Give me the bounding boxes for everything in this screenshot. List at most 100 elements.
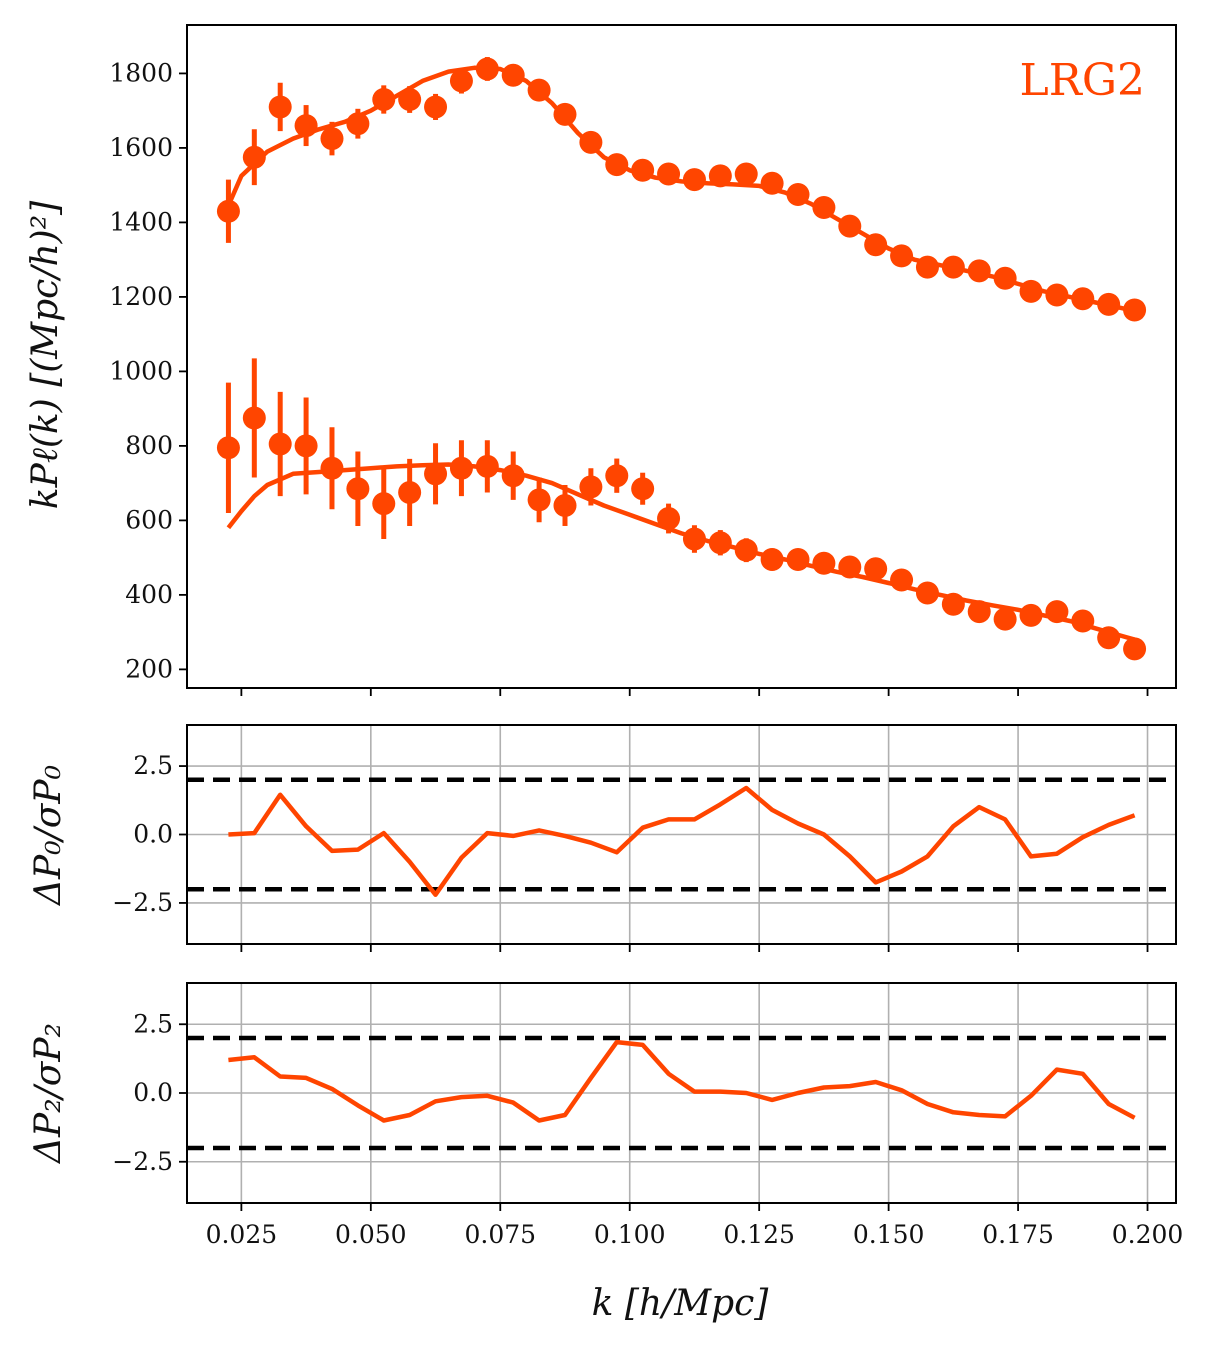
monopole-data-point: [941, 255, 965, 279]
monopole-data-point: [579, 130, 603, 154]
power-spectrum-plot-area: 200 400 600 800 1000 1200 1400 1600 1800: [109, 24, 1177, 696]
monopole-data-point: [631, 158, 655, 182]
monopole-residuals-line: [228, 785, 1136, 897]
monopole-data-point: [475, 57, 499, 81]
quadrupole-residuals-panel: 0.025 0.050 0.075 0.100 0.125 0.150 0.175 0.200…: [28, 982, 1184, 1324]
power-spectrum-y-tick-label: 1000: [109, 356, 173, 385]
quadrupole-data-point: [268, 432, 292, 456]
quadrupole-data-point: [838, 555, 862, 579]
monopole-data-point: [734, 162, 758, 186]
quadrupole-data-point: [501, 464, 525, 488]
quadrupole-residuals-y-tick-label: −2.5: [112, 1147, 173, 1176]
quadrupole-residuals-frame: [186, 982, 1177, 1204]
power-spectrum-y-tick-label: 1600: [109, 133, 173, 162]
quadrupole-residuals-x-tick-label: 0.150: [853, 1220, 925, 1249]
power-spectrum-y-tick-label: 1200: [109, 282, 173, 311]
quadrupole-data-point: [786, 547, 810, 571]
quadrupole-data-point: [242, 406, 266, 430]
quadrupole-data-point: [320, 456, 344, 480]
quadrupole-data-point: [864, 557, 888, 581]
quadrupole-residuals-x-tick-label: 0.125: [723, 1220, 795, 1249]
quadrupole-data-point: [1097, 626, 1121, 650]
monopole-data-point: [657, 162, 681, 186]
monopole-data-point: [890, 244, 914, 268]
monopole-data-point: [372, 87, 396, 111]
power-spectrum-y-tick-label: 1400: [109, 207, 173, 236]
monopole-model-line: [226, 65, 1136, 314]
quadrupole-residuals-x-tick-label: 0.200: [1112, 1220, 1184, 1249]
quadrupole-residuals-plot-area: 0.025 0.050 0.075 0.100 0.125 0.150 0.175 0.200…: [112, 982, 1184, 1249]
quadrupole-residuals-y-tick-label: 0.0: [133, 1078, 173, 1107]
quadrupole-data-point: [475, 454, 499, 478]
quadrupole-data-point: [1071, 609, 1095, 633]
quadrupole-data-point: [890, 568, 914, 592]
monopole-data-point: [1123, 298, 1147, 322]
quadrupole-data-point: [760, 547, 784, 571]
quadrupole-data-point: [1019, 603, 1043, 627]
quadrupole-data-point: [941, 592, 965, 616]
monopole-data-point: [242, 145, 266, 169]
monopole-residuals-y-tick-label: 2.5: [133, 751, 173, 780]
monopole-data-point: [268, 95, 292, 119]
quadrupole-data-point: [372, 492, 396, 516]
monopole-data-point: [864, 233, 888, 257]
monopole-data-point: [398, 87, 422, 111]
monopole-data-point: [967, 259, 991, 283]
power-spectrum-y-tick-label: 1800: [109, 58, 173, 87]
x-axis-title: k [h/Mpc]: [592, 1283, 770, 1324]
monopole-data-point: [320, 127, 344, 151]
monopole-residuals-panel: −2.5 0.0 2.5 ΔP₀/σP₀: [28, 724, 1177, 952]
monopole-data-point: [501, 63, 525, 87]
quadrupole-data-point: [812, 551, 836, 575]
monopole-data-point: [346, 112, 370, 136]
quadrupole-data-point: [1045, 600, 1069, 624]
quadrupole-data-point: [579, 475, 603, 499]
quadrupole-data-point: [915, 581, 939, 605]
power-spectrum-y-tick-label: 200: [125, 654, 173, 683]
quadrupole-data-point: [553, 493, 577, 517]
quadrupole-residuals-line: [228, 1039, 1136, 1123]
monopole-data-point: [553, 102, 577, 126]
quadrupole-residuals-x-tick-label: 0.100: [594, 1220, 666, 1249]
monopole-residuals-y-tick-label: 0.0: [133, 820, 173, 849]
power-spectrum-panel: 200 400 600 800 1000 1200 1400 1600 1800 LRG2 kP…: [25, 24, 1177, 696]
y-axis-title-monopole-residuals: ΔP₀/σP₀: [28, 765, 69, 907]
quadrupole-data-point: [294, 434, 318, 458]
quadrupole-data-point: [527, 488, 551, 512]
quadrupole-data-point: [631, 477, 655, 501]
quadrupole-data-point: [708, 531, 732, 555]
monopole-data-point: [915, 255, 939, 279]
quadrupole-residuals-x-tick-label: 0.025: [206, 1220, 278, 1249]
quadrupole-data-point: [424, 462, 448, 486]
y-axis-title-power-spectrum: kPℓ(k) [(Mpc/h)²]: [25, 200, 66, 509]
power-spectrum-y-tick-label: 800: [125, 431, 173, 460]
monopole-residuals-frame: [186, 724, 1177, 945]
monopole-data-point: [1071, 287, 1095, 311]
monopole-data-point: [786, 182, 810, 206]
monopole-data-point: [1097, 292, 1121, 316]
monopole-data-point: [838, 214, 862, 238]
monopole-residuals-y-tick-label: −2.5: [112, 888, 173, 917]
quadrupole-data-point: [734, 538, 758, 562]
monopole-data-point: [993, 266, 1017, 290]
quadrupole-data-point: [398, 480, 422, 504]
monopole-data-point: [294, 114, 318, 138]
monopole-data-point: [605, 153, 629, 177]
monopole-data-point: [708, 164, 732, 188]
quadrupole-data-point: [1123, 637, 1147, 661]
monopole-data-point: [812, 196, 836, 220]
monopole-data-point: [527, 78, 551, 102]
power-spectrum-y-tick-label: 600: [125, 505, 173, 534]
legend-label-lrg2: LRG2: [1020, 55, 1146, 106]
y-axis-title-quadrupole-residuals: ΔP₂/σP₂: [28, 1023, 69, 1165]
quadrupole-data-point: [993, 607, 1017, 631]
quadrupole-residuals-x-tick-label: 0.075: [464, 1220, 536, 1249]
monopole-data-point: [760, 171, 784, 195]
monopole-data-point: [1019, 279, 1043, 303]
quadrupole-residuals-x-tick-label: 0.050: [335, 1220, 407, 1249]
quadrupole-data-point: [449, 456, 473, 480]
monopole-data-point: [424, 95, 448, 119]
monopole-data-point: [1045, 283, 1069, 307]
quadrupole-data-point: [657, 507, 681, 531]
